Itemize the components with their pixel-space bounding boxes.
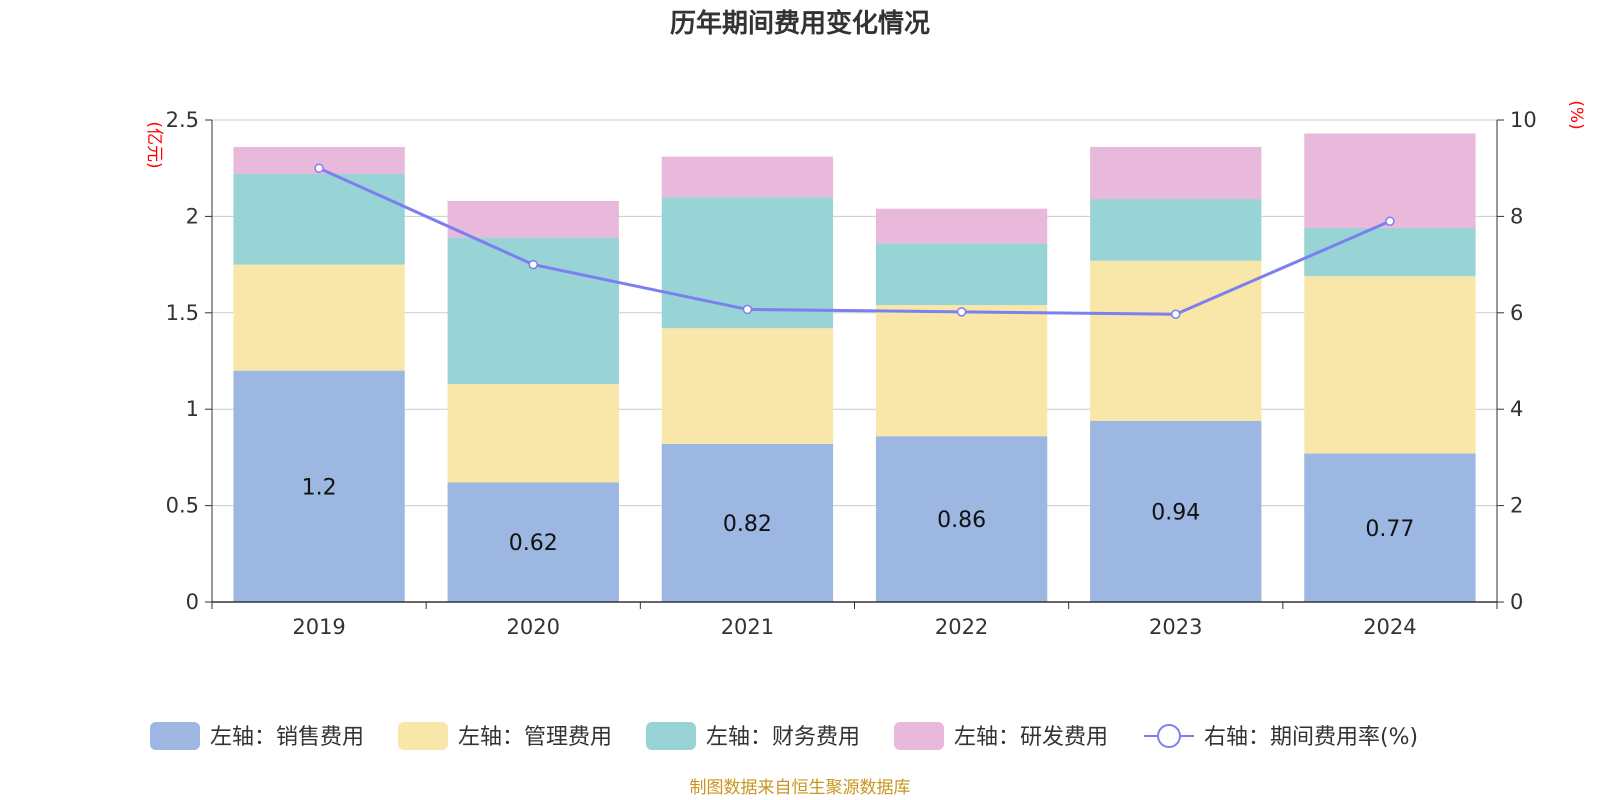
bar-label-2020: 0.62 [509, 531, 558, 556]
expense-rate-point-2020 [528, 259, 538, 270]
right-tick-label: 0 [1510, 590, 1523, 614]
bar-2019-series-0 [233, 370, 405, 602]
bar-label-2023: 0.94 [1151, 500, 1200, 525]
bar-2023-series-1 [1090, 260, 1262, 421]
bar-2023-series-3 [1090, 146, 1262, 200]
bar-2020-series-2 [447, 237, 619, 385]
x-tick-label: 2022 [935, 615, 988, 639]
bar-2023-series-2 [1090, 199, 1262, 261]
bar-label-2022: 0.86 [937, 508, 986, 533]
legend-swatch-0 [150, 722, 200, 750]
legend: 左轴：销售费用 左轴：管理费用 左轴：财务费用 左轴：研发费用 右轴：期间费用率(%) [150, 722, 1418, 750]
left-axis-label: (亿元) [144, 121, 164, 168]
legend-swatch-3 [894, 722, 944, 750]
data-labels: 1.2 0.62 0.82 0.86 0.94 0.77 [302, 475, 1415, 556]
bar-2021-series-0 [661, 443, 834, 602]
bar-2020-series-1 [447, 384, 619, 483]
bar-2024-series-1 [1304, 276, 1476, 454]
bar-2019-series-1 [233, 264, 405, 371]
legend-swatch-2 [646, 722, 696, 750]
legend-label-0: 左轴：销售费用 [210, 725, 364, 750]
expense-rate-line [314, 163, 1395, 319]
axes: 0 0.5 1 1.5 2 2.5 0 2 4 6 8 10 2019 2020 2021 2022 2023 2… [166, 108, 1537, 639]
left-tick-label: 2.5 [166, 108, 199, 132]
expense-rate-polyline [318, 166, 1391, 316]
legend-label-3: 左轴：研发费用 [954, 725, 1108, 750]
bar-2023-series-0 [1090, 420, 1262, 602]
right-axis-label: (%) [1566, 100, 1586, 129]
x-tick-label: 2020 [507, 615, 560, 639]
expense-rate-point-2021 [742, 304, 753, 315]
bar-2022-series-0 [875, 436, 1048, 602]
expense-rate-point-2019 [314, 163, 324, 173]
legend-label-2: 左轴：财务费用 [706, 725, 860, 750]
x-tick-label: 2021 [721, 615, 774, 639]
left-tick-label: 1 [186, 397, 199, 421]
right-tick-label: 6 [1510, 301, 1523, 325]
bar-2019-series-2 [233, 173, 405, 265]
left-tick-label: 0.5 [166, 494, 199, 518]
bar-2024-series-0 [1304, 453, 1476, 602]
chart-title: 历年期间费用变化情况 [670, 8, 930, 39]
right-tick-label: 10 [1510, 108, 1537, 132]
bar-2024-series-2 [1304, 227, 1476, 277]
expense-rate-point-2024 [1385, 216, 1395, 226]
bar-2022-series-1 [875, 305, 1048, 437]
legend-label-4: 右轴：期间费用率(%) [1204, 725, 1418, 750]
bar-series [233, 133, 1476, 602]
source-note: 制图数据来自恒生聚源数据库 [690, 778, 911, 798]
bar-2024-series-3 [1304, 133, 1476, 228]
bar-label-2021: 0.82 [723, 512, 772, 537]
right-tick-label: 4 [1510, 397, 1523, 421]
expense-rate-point-2023 [1171, 309, 1181, 319]
legend-marker-swatch [1157, 724, 1181, 748]
bar-label-2019: 1.2 [302, 475, 337, 500]
bar-2021-series-3 [661, 156, 834, 198]
left-tick-label: 1.5 [166, 301, 199, 325]
bar-2022-series-2 [875, 243, 1048, 306]
legend-label-1: 左轴：管理费用 [458, 725, 612, 750]
bar-2020-series-0 [447, 482, 619, 602]
right-tick-label: 2 [1510, 494, 1523, 518]
left-tick-label: 0 [186, 590, 199, 614]
bar-2022-series-3 [875, 208, 1048, 244]
x-tick-label: 2023 [1149, 615, 1202, 639]
legend-swatch-1 [398, 722, 448, 750]
x-tick-label: 2019 [292, 615, 345, 639]
x-tick-label: 2024 [1363, 615, 1416, 639]
left-tick-label: 2 [186, 204, 199, 228]
expense-rate-point-2022 [956, 307, 967, 317]
bar-2020-series-3 [447, 200, 619, 238]
right-tick-label: 8 [1510, 204, 1523, 228]
bar-2021-series-1 [661, 328, 834, 444]
bar-label-2024: 0.77 [1365, 517, 1414, 542]
